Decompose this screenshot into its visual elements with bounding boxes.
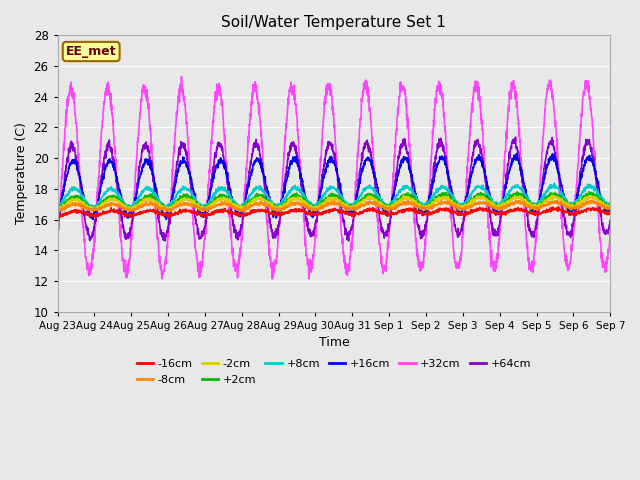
+16cm [163, 216, 170, 222]
+16cm [513, 151, 520, 156]
-8cm [558, 200, 566, 205]
-2cm [54, 206, 61, 212]
Line: +32cm: +32cm [58, 77, 611, 279]
-8cm [350, 205, 358, 211]
+64cm [350, 209, 358, 215]
+16cm [362, 157, 370, 163]
+16cm [573, 192, 581, 197]
Line: +16cm: +16cm [58, 154, 611, 219]
+32cm [362, 82, 370, 88]
+32cm [305, 276, 313, 282]
-16cm [555, 204, 563, 210]
-8cm [495, 206, 502, 212]
+8cm [495, 203, 502, 209]
-2cm [208, 200, 216, 206]
-8cm [362, 199, 370, 205]
-8cm [273, 209, 281, 215]
+64cm [208, 178, 216, 183]
Y-axis label: Temperature (C): Temperature (C) [15, 122, 28, 225]
+64cm [54, 227, 61, 232]
-2cm [495, 204, 502, 210]
+2cm [607, 204, 614, 209]
+16cm [54, 211, 61, 217]
-16cm [607, 210, 614, 216]
+2cm [513, 189, 521, 194]
-8cm [588, 197, 596, 203]
+16cm [208, 183, 216, 189]
Title: Soil/Water Temperature Set 1: Soil/Water Temperature Set 1 [221, 15, 446, 30]
+2cm [495, 204, 502, 210]
Line: +2cm: +2cm [58, 192, 611, 211]
-2cm [607, 203, 614, 209]
+2cm [573, 201, 581, 207]
-16cm [558, 207, 566, 213]
+8cm [550, 180, 558, 186]
Line: +8cm: +8cm [58, 183, 611, 209]
+32cm [607, 222, 614, 228]
+32cm [54, 232, 61, 238]
Legend: -16cm, -8cm, -2cm, +2cm, +8cm, +16cm, +32cm, +64cm: -16cm, -8cm, -2cm, +2cm, +8cm, +16cm, +3… [132, 355, 536, 389]
+64cm [345, 238, 353, 244]
+8cm [362, 186, 370, 192]
-16cm [54, 213, 61, 218]
-8cm [208, 204, 216, 210]
-2cm [573, 199, 581, 205]
-16cm [208, 210, 216, 216]
Line: -2cm: -2cm [58, 195, 611, 210]
+2cm [54, 205, 61, 211]
+2cm [362, 192, 370, 198]
+8cm [54, 202, 61, 208]
+32cm [351, 209, 358, 215]
+32cm [558, 209, 566, 215]
+16cm [558, 182, 566, 188]
-2cm [350, 204, 358, 210]
+64cm [607, 220, 614, 226]
-16cm [127, 214, 134, 220]
+64cm [362, 139, 370, 145]
Line: -16cm: -16cm [58, 207, 611, 217]
+64cm [512, 134, 520, 140]
Line: +64cm: +64cm [58, 137, 611, 241]
-8cm [573, 204, 581, 210]
-16cm [495, 210, 502, 216]
+32cm [573, 170, 581, 176]
+32cm [178, 74, 186, 80]
-8cm [607, 205, 614, 211]
-16cm [573, 210, 581, 216]
+2cm [90, 208, 97, 214]
+32cm [208, 132, 216, 138]
+32cm [495, 243, 503, 249]
-2cm [558, 198, 566, 204]
Line: -8cm: -8cm [58, 200, 611, 212]
+8cm [350, 201, 358, 207]
Text: EE_met: EE_met [66, 45, 116, 58]
+8cm [573, 197, 581, 203]
+8cm [125, 206, 132, 212]
-16cm [350, 211, 358, 216]
+8cm [208, 196, 216, 202]
+2cm [350, 202, 358, 208]
+8cm [558, 192, 566, 197]
+16cm [607, 208, 614, 214]
-16cm [362, 208, 370, 214]
-2cm [362, 197, 370, 203]
-8cm [54, 208, 61, 214]
X-axis label: Time: Time [319, 336, 349, 349]
-2cm [130, 207, 138, 213]
+2cm [208, 201, 216, 206]
+64cm [558, 203, 566, 209]
+16cm [350, 204, 358, 210]
-2cm [548, 192, 556, 198]
+64cm [495, 225, 502, 231]
+2cm [558, 198, 566, 204]
+64cm [573, 196, 581, 202]
+16cm [495, 209, 502, 215]
+8cm [607, 200, 614, 205]
